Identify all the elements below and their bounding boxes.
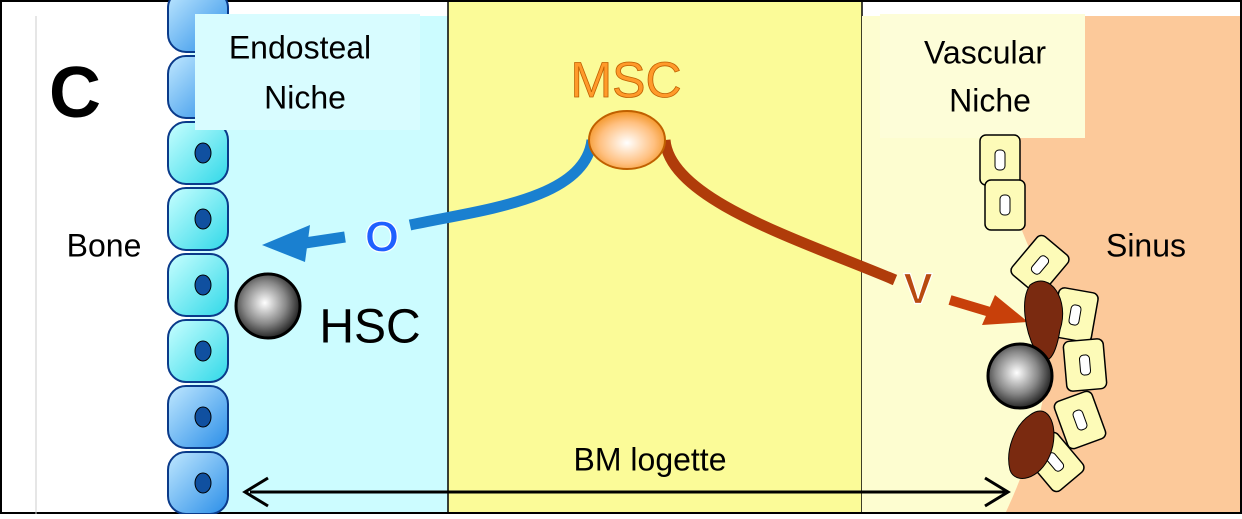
endothelial-cell xyxy=(979,134,1021,186)
osteo-path xyxy=(408,138,598,231)
nucleus xyxy=(194,472,212,494)
nucleus xyxy=(194,274,212,296)
label: Sinus xyxy=(1106,227,1186,263)
msc-cell xyxy=(588,110,666,170)
vascular-label-box xyxy=(880,14,1085,138)
label: Bone xyxy=(67,227,142,263)
bone-lining xyxy=(167,0,229,515)
nucleus xyxy=(1068,304,1082,326)
pericyte xyxy=(1024,280,1064,361)
nucleus xyxy=(1078,354,1092,376)
arrowhead xyxy=(262,225,310,262)
endosteal-label-box xyxy=(195,14,420,130)
osteo-label: O xyxy=(365,213,399,262)
nucleus xyxy=(1072,409,1088,431)
nucleus xyxy=(994,149,1006,171)
endothelial-cell xyxy=(1062,338,1108,392)
osteo-arrow xyxy=(304,231,346,249)
label: Niche xyxy=(264,79,346,115)
logette-zone xyxy=(447,0,863,515)
hsc-label: HSC xyxy=(319,301,420,354)
arrowheads xyxy=(242,476,1011,508)
msc-label: MSC xyxy=(570,52,681,108)
vascular-label: V xyxy=(903,265,933,314)
nucleus xyxy=(194,406,212,428)
vessel-wall xyxy=(979,134,1108,493)
label: Vascular xyxy=(924,34,1046,70)
vascular-path xyxy=(659,139,898,286)
vascular-arrow xyxy=(948,295,992,317)
nucleus xyxy=(194,340,212,362)
pericyte xyxy=(1008,410,1055,479)
hsc-cell xyxy=(234,272,302,340)
nucleus xyxy=(999,194,1011,216)
panel-label: C xyxy=(49,53,101,133)
label: Endosteal xyxy=(229,29,371,65)
hsc-cell xyxy=(986,342,1054,410)
nucleus xyxy=(194,142,212,164)
nucleus xyxy=(1030,255,1050,275)
endothelial-cell xyxy=(1051,287,1099,343)
nucleus xyxy=(194,208,212,230)
label: Niche xyxy=(949,82,1031,118)
endothelial-cell xyxy=(1053,390,1107,450)
endothelial-cell xyxy=(984,179,1026,231)
arrowhead xyxy=(982,295,1028,325)
label: BM logette xyxy=(574,441,727,477)
endothelial-cell xyxy=(1010,234,1070,296)
